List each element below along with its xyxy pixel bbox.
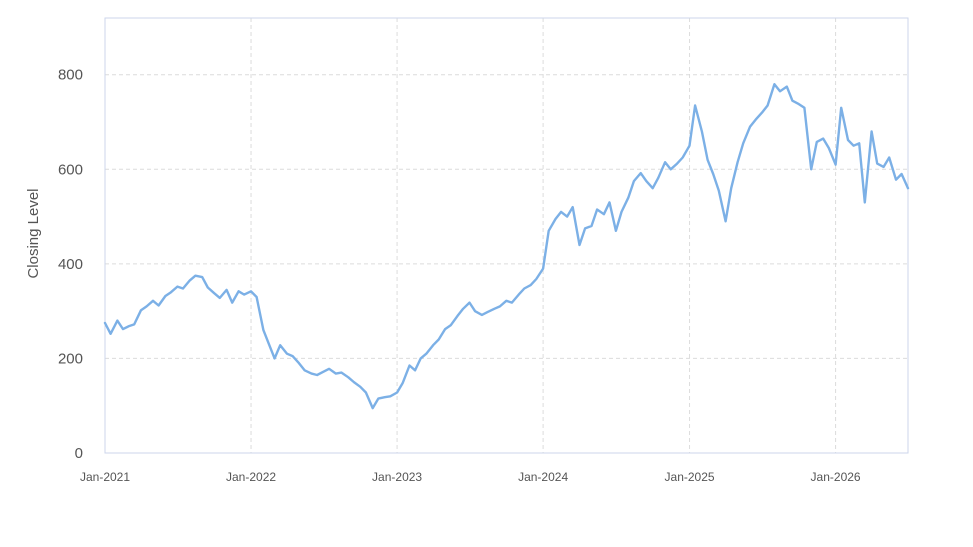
- x-tick-label: Jan-2021: [80, 470, 130, 484]
- x-tick-label: Jan-2026: [811, 470, 861, 484]
- x-tick-label: Jan-2025: [665, 470, 715, 484]
- y-axis-ticks: 0 200 400 600 800: [58, 67, 83, 462]
- x-axis-ticks: Jan-2021 Jan-2022 Jan-2023 Jan-2024 Jan-2025…: [80, 470, 861, 484]
- x-tick-label: Jan-2024: [518, 470, 568, 484]
- y-tick-label: 200: [58, 350, 83, 367]
- y-axis-title: Closing Level: [25, 188, 42, 278]
- y-tick-label: 0: [75, 445, 83, 462]
- plot-frame: [104, 17, 909, 454]
- x-tick-label: Jan-2023: [372, 470, 422, 484]
- y-tick-label: 400: [58, 256, 83, 273]
- x-tick-label: Jan-2022: [226, 470, 276, 484]
- y-tick-label: 600: [58, 161, 83, 178]
- grid-lines: [105, 18, 908, 453]
- y-tick-label: 800: [58, 67, 83, 84]
- series-line: [103, 83, 910, 410]
